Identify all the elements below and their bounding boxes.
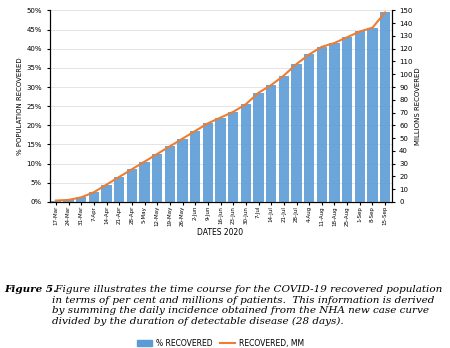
Y-axis label: % POPULATION RECOVERED: % POPULATION RECOVERED bbox=[18, 57, 23, 155]
Bar bbox=[101, 184, 112, 202]
Bar bbox=[266, 85, 276, 202]
Bar bbox=[127, 169, 137, 202]
Bar bbox=[355, 32, 365, 202]
Bar bbox=[114, 177, 124, 202]
Bar bbox=[241, 104, 251, 202]
Text: Figure 5.: Figure 5. bbox=[4, 285, 57, 294]
Bar bbox=[63, 200, 73, 202]
Bar bbox=[177, 139, 188, 202]
Bar bbox=[317, 47, 327, 202]
Bar bbox=[140, 161, 149, 202]
Bar bbox=[304, 54, 314, 202]
Legend: % RECOVERED, RECOVERED, MM: % RECOVERED, RECOVERED, MM bbox=[134, 336, 307, 348]
Bar bbox=[51, 201, 61, 202]
Bar bbox=[380, 12, 390, 202]
Bar bbox=[190, 131, 200, 202]
X-axis label: DATES 2020: DATES 2020 bbox=[198, 228, 243, 237]
Bar bbox=[368, 28, 378, 202]
Bar bbox=[329, 43, 340, 202]
Bar bbox=[89, 192, 99, 202]
Bar bbox=[152, 154, 162, 202]
Bar bbox=[253, 93, 264, 202]
Bar bbox=[342, 37, 352, 202]
Bar bbox=[165, 146, 175, 202]
Bar bbox=[228, 112, 238, 202]
Bar bbox=[292, 64, 302, 202]
Bar bbox=[203, 123, 213, 202]
Text: Figure illustrates the time course for the COVID-19 recovered population in term: Figure illustrates the time course for t… bbox=[52, 285, 442, 326]
Bar bbox=[216, 118, 225, 202]
Y-axis label: MILLIONS RECOVERED: MILLIONS RECOVERED bbox=[415, 67, 421, 145]
Bar bbox=[76, 197, 86, 202]
Bar bbox=[279, 76, 289, 202]
